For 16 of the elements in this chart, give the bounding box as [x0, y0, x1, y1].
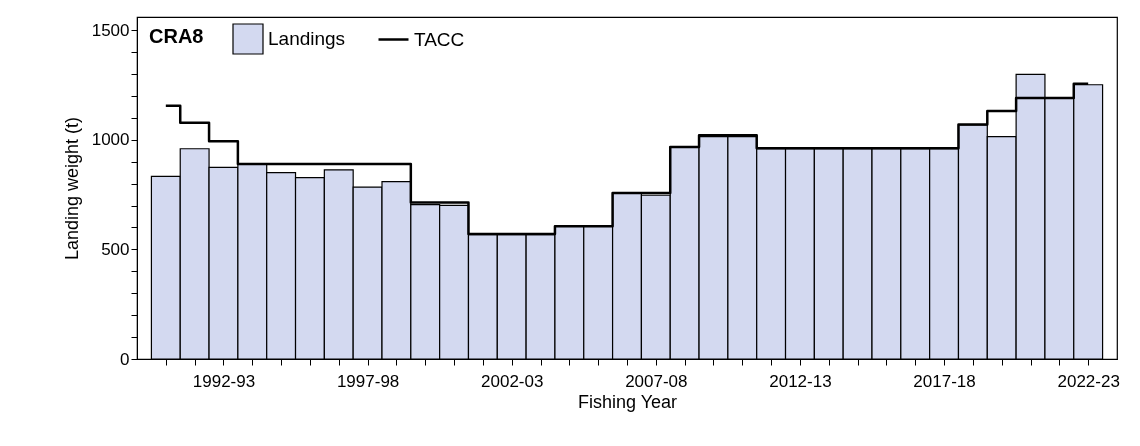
x-tick-label: 2017-18 — [913, 371, 976, 391]
y-tick-label: 500 — [101, 239, 130, 259]
y-tick-label: 1000 — [91, 130, 130, 150]
y-tick-label: 1500 — [91, 20, 130, 40]
legend-label: Landings — [268, 28, 346, 49]
chart-title: CRA8 — [149, 25, 204, 47]
x-tick-label: 2007-08 — [625, 371, 688, 391]
x-tick-label: 1992-93 — [192, 371, 256, 391]
y-tick-label: 0 — [120, 349, 130, 369]
y-axis-title: Landing weight (t) — [61, 116, 82, 261]
x-tick-label: 2022-23 — [1057, 371, 1120, 391]
x-axis-title: Fishing Year — [577, 391, 678, 412]
x-tick-label: 2012-13 — [769, 371, 832, 391]
x-tick-label: 1997-98 — [336, 371, 400, 391]
x-tick-label: 2002-03 — [481, 371, 544, 391]
legend-label: TACC — [414, 28, 465, 50]
